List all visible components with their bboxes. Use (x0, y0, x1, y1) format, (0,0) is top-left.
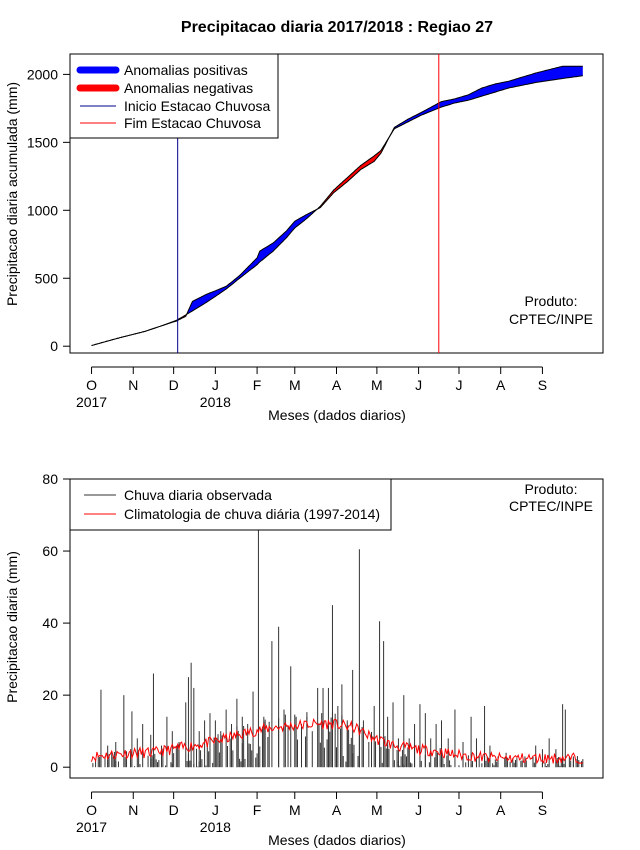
bottom-x-tick-label: M (371, 802, 383, 818)
top-y-axis: 0 500 1000 1500 2000 (27, 66, 70, 354)
top-x-tick-label: A (332, 377, 342, 393)
bottom-legend: Chuva diaria observada Climatologia de c… (69, 478, 392, 531)
legend-label-observed: Chuva diaria observada (124, 487, 272, 503)
positive-anomaly-area (390, 66, 583, 136)
bottom-x-axis-title: Meses (dados diarios) (268, 832, 406, 848)
top-x-tick-label: M (371, 377, 383, 393)
bottom-x-tick-label: J (415, 802, 422, 818)
top-x-tick-label: J (415, 377, 422, 393)
top-x-tick-label: N (128, 377, 138, 393)
bottom-y-tick-label: 0 (50, 759, 58, 775)
top-y-tick-label: 1000 (27, 202, 58, 218)
bottom-x-tick-label: O (86, 802, 97, 818)
top-x-tick-label: D (169, 377, 179, 393)
bottom-x-year-label: 2018 (200, 819, 231, 835)
top-legend: Anomalias positivas Anomalias negativas … (69, 53, 279, 139)
bottom-legend-box (69, 478, 392, 531)
top-x-year-label: 2018 (200, 394, 231, 410)
top-x-tick-label: F (253, 377, 262, 393)
top-x-tick-label: J (212, 377, 219, 393)
legend-label-climatology: Climatologia de chuva diária (1997-2014) (124, 506, 380, 522)
legend-label-season-end: Fim Estacao Chuvosa (124, 115, 261, 131)
bottom-x-tick-label: D (169, 802, 179, 818)
top-x-tick-label: A (496, 377, 506, 393)
bottom-chart-marks (91, 527, 584, 768)
top-chart: Precipitacao diaria 2017/2018 : Regiao 2… (4, 19, 604, 423)
top-x-tick-label: J (455, 377, 462, 393)
top-plot-frame (69, 53, 604, 354)
top-chart-marks (91, 54, 583, 353)
top-y-tick-label: 0 (50, 338, 58, 354)
bottom-x-tick-label: F (253, 802, 262, 818)
bottom-x-tick-label: A (332, 802, 342, 818)
top-y-tick-label: 2000 (27, 66, 58, 82)
top-annotation-line-2: CPTEC/INPE (509, 311, 593, 327)
top-x-year-label: 2017 (76, 394, 107, 410)
top-x-tick-label: O (86, 377, 97, 393)
top-chart-title: Precipitacao diaria 2017/2018 : Regiao 2… (181, 19, 493, 36)
legend-label-negative: Anomalias negativas (124, 80, 253, 96)
bottom-x-tick-label: N (128, 802, 138, 818)
bottom-y-tick-label: 40 (42, 615, 58, 631)
top-y-tick-label: 500 (35, 270, 59, 286)
top-x-tick-label: M (289, 377, 301, 393)
bottom-y-tick-label: 60 (42, 543, 58, 559)
top-y-tick-label: 1500 (27, 134, 58, 150)
bottom-x-tick-label: J (455, 802, 462, 818)
bottom-x-tick-label: J (212, 802, 219, 818)
bottom-annotation-line-2: CPTEC/INPE (509, 498, 593, 514)
bottom-y-tick-label: 20 (42, 687, 58, 703)
bottom-x-tick-label: A (496, 802, 506, 818)
legend-label-season-start: Inicio Estacao Chuvosa (124, 98, 271, 114)
bottom-x-year-label: 2017 (76, 819, 107, 835)
legend-label-positive: Anomalias positivas (124, 62, 248, 78)
top-annotation-line-1: Produto: (525, 293, 578, 309)
observed-cumulative-line (91, 65, 583, 346)
bottom-y-axis-title: Precipitacao diaria (mm) (4, 551, 20, 703)
positive-anomaly-area (187, 208, 318, 315)
bottom-x-tick-label: M (289, 802, 301, 818)
top-x-axis-title: Meses (dados diarios) (268, 407, 406, 423)
bottom-annotation-line-1: Produto: (525, 481, 578, 497)
top-x-tick-label: S (538, 377, 547, 393)
top-y-axis-title: Precipitacao diaria acumulada (mm) (4, 82, 20, 306)
bottom-x-tick-label: S (538, 802, 547, 818)
bottom-y-axis: 0 20 40 60 80 (42, 471, 70, 775)
bottom-y-tick-label: 80 (42, 471, 58, 487)
climatology-daily-line (91, 717, 584, 765)
